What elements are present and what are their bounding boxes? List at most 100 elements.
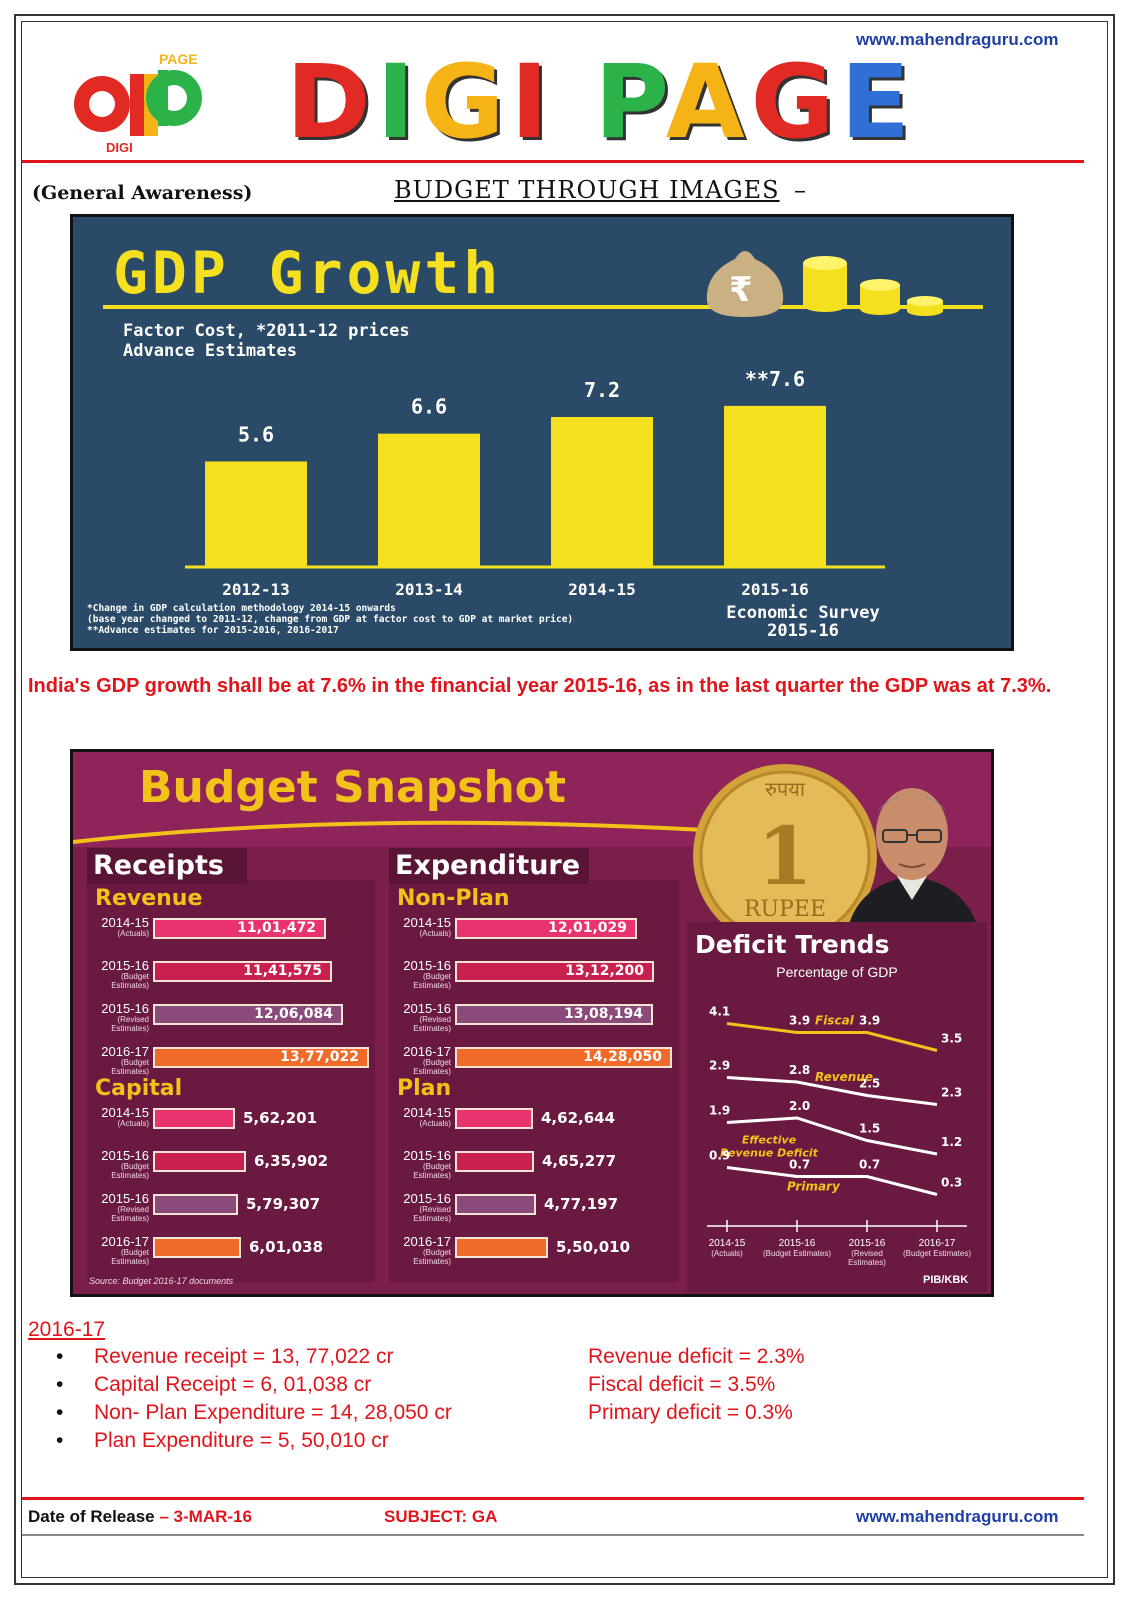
brand-letter: A: [665, 43, 751, 162]
budget-year-label: 2014-15 (Actuals): [89, 916, 149, 938]
gdp-bar-label: 7.2: [584, 378, 620, 402]
budget-year: 2015-16: [403, 1191, 451, 1206]
deficit-series-line: [726, 1166, 938, 1196]
section-title-text: BUDGET THROUGH IMAGES: [394, 176, 780, 204]
digi-page-logo: PAGE DIGI: [62, 51, 222, 156]
logo-page-word: PAGE: [159, 52, 198, 67]
section-category: (General Awareness): [32, 182, 253, 204]
money-bag-icon: ₹: [706, 251, 943, 317]
summary-left-item: Non- Plan Expenditure = 14, 28,050 cr: [56, 1401, 574, 1429]
budget-year-note: (Actuals): [117, 929, 149, 938]
budget-year-label: 2015-16 (Budget Estimates): [89, 1149, 149, 1180]
gdp-category-label: 2014-15: [568, 580, 635, 597]
receipts-head-band: [87, 848, 247, 884]
budget-year-note: (Budget Estimates): [413, 1162, 451, 1180]
footer-divider: [22, 1497, 1084, 1500]
deficit-title: Deficit Trends: [695, 930, 890, 959]
gdp-bar-label: 6.6: [411, 395, 447, 419]
gdp-bar-label: **7.6: [745, 367, 805, 391]
budget-year: 2015-16: [403, 1148, 451, 1163]
footer-site-url[interactable]: www.mahendraguru.com: [856, 1507, 1059, 1526]
budget-year-note: (Budget Estimates): [111, 1058, 149, 1076]
brand-letter: G: [750, 43, 841, 162]
gdp-caption: India's GDP growth shall be at 7.6% in t…: [28, 675, 1052, 697]
budget-year-label: 2014-15 (Actuals): [89, 1106, 149, 1128]
receipts-heading: Receipts: [93, 850, 224, 881]
deficit-series-name: Revenue Deficit: [720, 1146, 819, 1159]
expenditure-heading: Expenditure: [395, 850, 581, 881]
budget-value-bar: [153, 1237, 241, 1258]
footer-bottom-rule: [22, 1534, 1084, 1536]
summary-left-item: Revenue receipt = 13, 77,022 cr: [56, 1345, 574, 1373]
budget-year-label: 2016-17 (Budget Estimates): [89, 1235, 149, 1266]
section-title-dash: –: [794, 176, 806, 204]
gdp-bar: [724, 405, 826, 567]
subject-label: SUBJECT: GA: [384, 1507, 498, 1526]
deficit-tick-year: 2015-16: [778, 1238, 816, 1249]
budget-value-bar: [153, 1108, 235, 1129]
deficit-data-label: 0.7: [859, 1158, 880, 1172]
budget-year-label: 2015-16 (Revised Estimates): [89, 1002, 149, 1033]
deficit-series-line: [726, 1022, 938, 1052]
budget-year: 2015-16: [101, 1001, 149, 1016]
budget-value-bar: 14,28,050: [455, 1047, 672, 1068]
gdp-source-2: 2015-16: [767, 621, 839, 641]
gdp-bar: [205, 461, 307, 567]
budget-value-bar: 13,12,200: [455, 961, 654, 982]
gdp-category-label: 2013-14: [395, 580, 462, 597]
deficit-data-label: 3.5: [941, 1032, 962, 1046]
budget-year-label: 2015-16 (Budget Estimates): [391, 1149, 451, 1180]
budget-value-bar: [455, 1237, 548, 1258]
header-site-url[interactable]: www.mahendraguru.com: [856, 30, 1059, 49]
deficit-data-label: 1.9: [709, 1104, 730, 1118]
deficit-tick-year: 2016-17: [918, 1238, 956, 1249]
budget-title: Budget Snapshot: [139, 762, 567, 813]
brand-letter: P: [594, 43, 666, 162]
budget-year-label: 2014-15 (Actuals): [391, 916, 451, 938]
deficit-tick-note: (Budget Estimates): [902, 1249, 972, 1258]
gdp-note-1: *Change in GDP calculation methodology 2…: [87, 603, 396, 614]
rupee-coin-image: रुपया 1 RUPEE 201: [693, 764, 877, 948]
gdp-category-label: 2012-13: [222, 580, 289, 597]
deficit-series-line: [726, 1116, 938, 1156]
deficit-data-label: 2.3: [941, 1086, 962, 1100]
budget-value-bar: 13,08,194: [455, 1004, 653, 1025]
budget-year-note: (Actuals): [419, 1119, 451, 1128]
budget-title-swoosh: [73, 820, 773, 844]
budget-source: Source: Budget 2016-17 documents: [89, 1276, 234, 1286]
deficit-data-label: 2.9: [709, 1059, 730, 1073]
finance-minister-portrait: [847, 788, 979, 932]
budget-value: 4,65,277: [542, 1152, 617, 1170]
deficit-tick-label: 2015-16 (Budget Estimates): [762, 1238, 832, 1258]
deficit-data-label: 2.0: [789, 1099, 810, 1113]
budget-year: 2016-17: [101, 1044, 149, 1059]
brand-letter: D: [286, 43, 377, 162]
budget-year: 2016-17: [403, 1044, 451, 1059]
deficit-tick-note: (Actuals): [711, 1249, 743, 1258]
deficit-data-label: 0.3: [941, 1176, 962, 1190]
deficit-subtitle: Percentage of GDP: [776, 964, 898, 980]
budget-year-note: (Budget Estimates): [413, 1248, 451, 1266]
budget-value: 5,62,201: [243, 1109, 318, 1127]
budget-snapshot-graphic: Budget Snapshot रुपया 1 RUPEE 201 Receip…: [70, 749, 994, 1297]
gdp-growth-graphic: GDP Growth ₹ Factor Cost, *2011-12 price…: [70, 214, 1014, 651]
gdp-category-label: 2015-16: [741, 580, 808, 597]
budget-year-note: (Revised Estimates): [111, 1205, 149, 1223]
release-date-label: Date of Release: [28, 1507, 155, 1526]
budget-year: 2015-16: [101, 1148, 149, 1163]
non-plan-heading: Non-Plan: [397, 886, 510, 911]
budget-year-note: (Actuals): [117, 1119, 149, 1128]
budget-value-bar: [153, 1151, 246, 1172]
brand-letter: I: [376, 43, 421, 162]
summary-heading: 2016-17: [28, 1318, 106, 1341]
gdp-title-underline: [103, 305, 983, 309]
coin-word: RUPEE: [744, 897, 826, 922]
expenditure-column: [389, 880, 679, 1282]
budget-value-bar: [455, 1151, 534, 1172]
gdp-title: GDP Growth: [113, 239, 503, 307]
deficit-tick-note: (Revised Estimates): [848, 1249, 886, 1267]
deficit-line-chart: 4.1 3.9 3.9 3.5 Fiscal 2.9 2.8 2.5 2.3 Revenue 1.9…: [707, 1005, 967, 1232]
gdp-subtitle-2: Advance Estimates: [123, 341, 297, 361]
summary-right-item: Fiscal deficit = 3.5%: [588, 1373, 776, 1396]
budget-value: 6,01,038: [249, 1238, 324, 1256]
